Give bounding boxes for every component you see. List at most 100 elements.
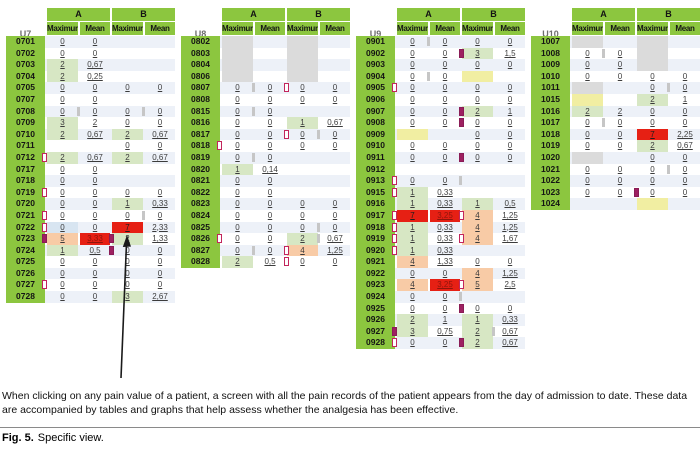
pain-value-cell[interactable]: 0 bbox=[255, 140, 285, 152]
pain-value-cell[interactable]: 0,33 bbox=[145, 198, 175, 210]
pain-value-cell[interactable]: 0 bbox=[80, 187, 110, 199]
pain-value-cell[interactable]: 0 bbox=[145, 140, 175, 152]
pain-value-cell[interactable]: 0 bbox=[637, 82, 670, 94]
pain-value-cell[interactable]: 7 bbox=[397, 209, 428, 222]
pain-value-cell[interactable]: 0 bbox=[255, 82, 285, 94]
pain-value-cell[interactable]: 0 bbox=[430, 268, 460, 280]
pain-value-cell[interactable]: 0 bbox=[222, 245, 255, 257]
pain-value-cell[interactable]: 0 bbox=[47, 94, 78, 106]
pain-value-cell[interactable]: 0 bbox=[572, 164, 603, 176]
pain-value-cell[interactable]: 0 bbox=[222, 175, 253, 187]
pain-value-cell[interactable]: 0 bbox=[47, 198, 78, 210]
pain-value-cell[interactable]: 0 bbox=[145, 117, 175, 129]
pain-value-cell[interactable]: 0 bbox=[320, 256, 350, 268]
pain-value-cell[interactable]: 2 bbox=[112, 151, 143, 164]
pain-value-cell[interactable]: 0 bbox=[605, 140, 635, 152]
pain-value-cell[interactable]: 0 bbox=[287, 82, 318, 94]
pain-value-cell[interactable]: 0 bbox=[605, 117, 635, 129]
pain-value-cell[interactable]: 3,25 bbox=[430, 279, 460, 292]
pain-value-cell[interactable]: 1,25 bbox=[320, 245, 350, 257]
pain-value-cell[interactable]: 0 bbox=[80, 48, 110, 60]
pain-value-cell[interactable]: 0 bbox=[462, 303, 493, 315]
pain-value-cell[interactable]: 0 bbox=[112, 82, 143, 94]
pain-value-cell[interactable]: 4 bbox=[462, 209, 493, 222]
pain-value-cell[interactable]: 0,5 bbox=[495, 198, 525, 210]
pain-value-cell[interactable]: 3 bbox=[47, 117, 78, 129]
pain-value-cell[interactable]: 0 bbox=[397, 82, 428, 94]
pain-value-cell[interactable]: 0 bbox=[397, 59, 428, 71]
pain-value-cell[interactable]: 2 bbox=[605, 106, 635, 118]
pain-value-cell[interactable]: 2,25 bbox=[670, 129, 700, 141]
pain-value-cell[interactable]: 0 bbox=[320, 82, 350, 94]
pain-value-cell[interactable]: 0 bbox=[605, 71, 635, 83]
pain-value-cell[interactable]: 0,67 bbox=[495, 326, 525, 338]
pain-value-cell[interactable]: 0 bbox=[320, 198, 350, 210]
pain-value-cell[interactable]: 0 bbox=[605, 164, 635, 176]
pain-value-cell[interactable]: 0 bbox=[145, 106, 175, 118]
pain-value-cell[interactable]: 0 bbox=[145, 245, 175, 257]
pain-value-cell[interactable]: 0,67 bbox=[80, 129, 110, 141]
pain-value-cell[interactable]: 0 bbox=[605, 59, 635, 71]
pain-value-cell[interactable]: 0,67 bbox=[80, 152, 110, 164]
pain-value-cell[interactable]: 0 bbox=[495, 94, 525, 106]
pain-value-cell[interactable]: 0 bbox=[462, 129, 493, 141]
pain-value-cell[interactable]: 0 bbox=[605, 48, 635, 60]
pain-value-cell[interactable]: 0 bbox=[320, 140, 350, 152]
pain-value-cell[interactable]: 0 bbox=[255, 210, 285, 222]
pain-value-cell[interactable]: 5 bbox=[47, 233, 78, 245]
pain-value-cell[interactable]: 0 bbox=[495, 140, 525, 152]
pain-value-cell[interactable]: 0 bbox=[430, 48, 460, 60]
pain-value-cell[interactable]: 0 bbox=[495, 117, 525, 129]
pain-value-cell[interactable]: 0 bbox=[222, 106, 255, 118]
pain-value-cell[interactable]: 0 bbox=[397, 94, 428, 106]
pain-value-cell[interactable]: 1 bbox=[670, 94, 700, 106]
pain-value-cell[interactable]: 0 bbox=[47, 82, 78, 94]
pain-value-cell[interactable]: 2 bbox=[222, 256, 253, 268]
pain-value-cell[interactable]: 0 bbox=[430, 82, 460, 94]
pain-value-cell[interactable]: 0 bbox=[430, 140, 460, 152]
pain-value-cell[interactable]: 0 bbox=[430, 152, 460, 164]
pain-value-cell[interactable]: 4 bbox=[462, 267, 493, 280]
pain-value-cell[interactable]: 0 bbox=[397, 337, 428, 349]
pain-value-cell[interactable]: 0 bbox=[112, 187, 143, 199]
pain-value-cell[interactable]: 0 bbox=[430, 106, 460, 118]
pain-value-cell[interactable]: 0 bbox=[287, 129, 320, 141]
pain-value-cell[interactable]: 0 bbox=[495, 36, 525, 48]
pain-value-cell[interactable]: 0 bbox=[80, 291, 110, 303]
pain-value-cell[interactable]: 0 bbox=[637, 152, 668, 164]
pain-value-cell[interactable]: 0 bbox=[287, 140, 318, 152]
pain-value-cell[interactable]: 0 bbox=[255, 222, 285, 234]
pain-value-cell[interactable]: 0 bbox=[495, 303, 525, 315]
pain-value-cell[interactable]: 0 bbox=[222, 210, 253, 222]
pain-value-cell[interactable]: 0,33 bbox=[430, 222, 460, 234]
pain-value-cell[interactable]: 0 bbox=[222, 233, 253, 245]
pain-value-cell[interactable]: 0 bbox=[637, 187, 668, 199]
pain-value-cell[interactable]: 0 bbox=[430, 291, 462, 303]
pain-value-cell[interactable]: 2 bbox=[47, 128, 78, 141]
pain-value-cell[interactable]: 0 bbox=[572, 48, 605, 60]
pain-value-cell[interactable]: 0 bbox=[670, 71, 700, 83]
pain-value-cell[interactable]: 0 bbox=[397, 117, 428, 129]
pain-value-cell[interactable]: 0 bbox=[145, 82, 175, 94]
pain-value-cell[interactable]: 0 bbox=[112, 210, 145, 222]
pain-value-cell[interactable]: 0 bbox=[255, 106, 285, 118]
pain-value-cell[interactable]: 0 bbox=[430, 303, 460, 315]
pain-value-cell[interactable]: 0 bbox=[637, 164, 670, 176]
pain-value-cell[interactable]: 0 bbox=[80, 175, 110, 187]
pain-value-cell[interactable]: 0 bbox=[572, 71, 603, 83]
pain-value-cell[interactable]: 0 bbox=[112, 245, 143, 257]
pain-value-cell[interactable]: 0 bbox=[112, 117, 143, 129]
pain-value-cell[interactable]: 0,5 bbox=[255, 256, 285, 268]
pain-value-cell[interactable]: 4 bbox=[462, 221, 493, 234]
pain-value-cell[interactable]: 0 bbox=[255, 198, 285, 210]
pain-value-cell[interactable]: 0 bbox=[80, 268, 110, 280]
pain-value-cell[interactable]: 2 bbox=[572, 105, 603, 118]
pain-value-cell[interactable]: 0 bbox=[397, 175, 428, 187]
pain-value-cell[interactable]: 0 bbox=[397, 140, 428, 152]
pain-value-cell[interactable]: 0 bbox=[145, 268, 175, 280]
pain-value-cell[interactable]: 0 bbox=[47, 187, 78, 199]
pain-value-cell[interactable]: 1,33 bbox=[430, 256, 460, 268]
pain-value-cell[interactable]: 1,25 bbox=[495, 268, 525, 280]
pain-value-cell[interactable]: 0 bbox=[47, 210, 78, 222]
pain-value-cell[interactable]: 1 bbox=[430, 314, 460, 326]
